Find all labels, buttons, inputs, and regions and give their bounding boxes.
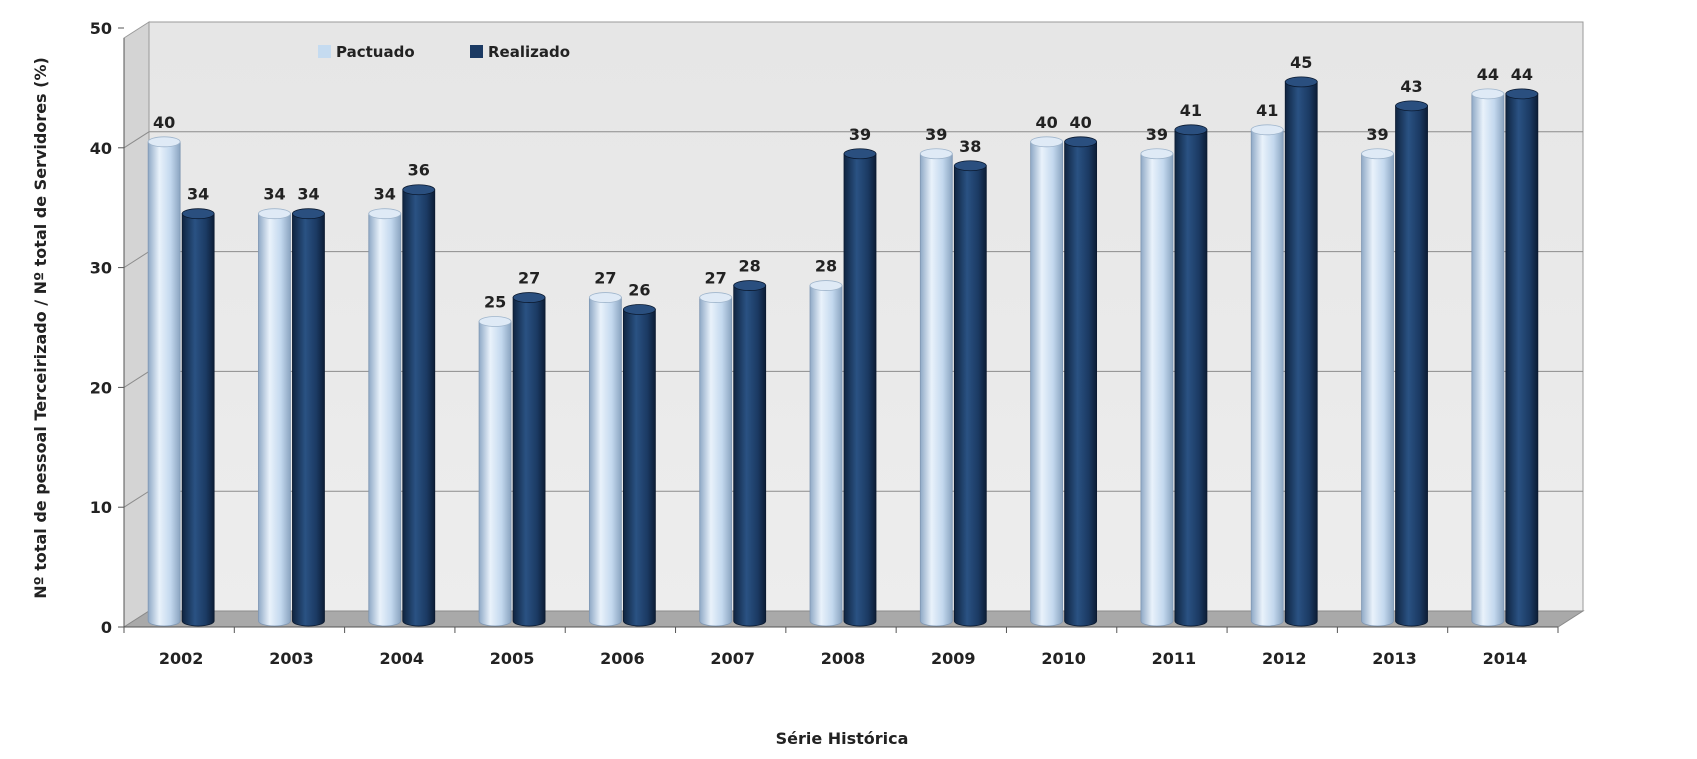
bar-realizado-2010 [1064, 136, 1098, 627]
x-tick-label: 2002 [159, 649, 204, 668]
data-label-realizado-2004: 36 [408, 161, 430, 180]
bar-realizado-2011 [1174, 124, 1208, 627]
bar-pactuado-2012 [1250, 124, 1284, 627]
x-tick-label: 2013 [1372, 649, 1417, 668]
bar-pactuado-2004 [368, 208, 402, 627]
chart-side-wall [123, 21, 150, 628]
bar-realizado-2009 [953, 160, 987, 627]
data-label-realizado-2012: 45 [1290, 53, 1312, 72]
data-label-pactuado-2010: 40 [1035, 113, 1057, 132]
bar-pactuado-2008 [809, 280, 843, 627]
bar-pactuado-2006 [588, 292, 622, 627]
data-label-realizado-2010: 40 [1069, 113, 1091, 132]
data-label-realizado-2009: 38 [959, 137, 981, 156]
bar-realizado-2007 [733, 280, 767, 627]
y-tick-label: 40 [90, 139, 112, 158]
y-tick-label: 30 [90, 259, 112, 278]
data-label-pactuado-2012: 41 [1256, 101, 1278, 120]
data-label-realizado-2003: 34 [297, 185, 319, 204]
data-label-pactuado-2003: 34 [263, 185, 285, 204]
x-tick-label: 2006 [600, 649, 645, 668]
bar-realizado-2003 [292, 208, 325, 627]
data-label-realizado-2005: 27 [518, 269, 540, 288]
bar-pactuado-2010 [1030, 136, 1064, 627]
x-tick-label: 2004 [380, 649, 425, 668]
x-tick-label: 2007 [710, 649, 755, 668]
data-label-realizado-2008: 39 [849, 125, 871, 144]
bar-realizado-2008 [843, 148, 877, 627]
data-label-realizado-2011: 41 [1180, 101, 1202, 120]
bar-realizado-2005 [512, 292, 546, 627]
data-label-realizado-2013: 43 [1400, 77, 1422, 96]
x-tick-label: 2005 [490, 649, 535, 668]
legend-swatch-realizado [470, 45, 483, 58]
bar-pactuado-2013 [1361, 148, 1394, 627]
data-label-pactuado-2013: 39 [1366, 125, 1388, 144]
bar-pactuado-2003 [258, 208, 291, 627]
bar-realizado-2006 [622, 304, 656, 627]
y-tick-label: 10 [90, 498, 112, 517]
bar-pactuado-2007 [699, 292, 733, 627]
data-label-pactuado-2009: 39 [925, 125, 947, 144]
bar-pactuado-2002 [147, 136, 181, 627]
y-axis-title: Nº total de pessoal Terceirizado / Nº to… [31, 57, 50, 599]
data-label-pactuado-2004: 34 [374, 185, 396, 204]
x-tick-label: 2009 [931, 649, 976, 668]
data-label-realizado-2006: 26 [628, 281, 650, 300]
data-label-pactuado-2011: 39 [1146, 125, 1168, 144]
data-label-pactuado-2014: 44 [1477, 65, 1499, 84]
data-label-realizado-2014: 44 [1511, 65, 1533, 84]
data-label-pactuado-2006: 27 [594, 269, 616, 288]
bar-pactuado-2005 [478, 316, 512, 627]
x-tick-label: 2011 [1152, 649, 1197, 668]
data-label-pactuado-2002: 40 [153, 113, 175, 132]
legend-swatch-pactuado [318, 45, 331, 58]
data-label-realizado-2007: 28 [739, 257, 761, 276]
y-tick-label: 0 [101, 618, 112, 637]
bar-pactuado-2009 [919, 148, 953, 627]
gridline [123, 131, 1583, 149]
bar-realizado-2002 [181, 208, 215, 627]
bar-realizado-2014 [1505, 88, 1539, 627]
data-label-pactuado-2008: 28 [815, 257, 837, 276]
data-label-realizado-2002: 34 [187, 185, 209, 204]
x-axis-title: Série Histórica [776, 729, 909, 748]
legend-label-pactuado: Pactuado [336, 43, 415, 61]
y-tick-label: 20 [90, 378, 112, 397]
x-tick-label: 2014 [1483, 649, 1528, 668]
y-tick-label: 50 [90, 19, 112, 38]
x-tick-label: 2010 [1041, 649, 1086, 668]
legend: Pactuado Realizado [318, 43, 570, 61]
x-tick-label: 2008 [821, 649, 866, 668]
bar-realizado-2012 [1284, 76, 1318, 627]
bar-pactuado-2011 [1140, 148, 1174, 627]
bar-realizado-2013 [1395, 100, 1428, 627]
data-label-pactuado-2007: 27 [705, 269, 727, 288]
x-tick-label: 2012 [1262, 649, 1307, 668]
bar-realizado-2004 [402, 184, 436, 627]
x-tick-label: 2003 [269, 649, 314, 668]
legend-label-realizado: Realizado [488, 43, 570, 61]
bar-pactuado-2014 [1471, 88, 1505, 627]
data-label-pactuado-2005: 25 [484, 293, 506, 312]
